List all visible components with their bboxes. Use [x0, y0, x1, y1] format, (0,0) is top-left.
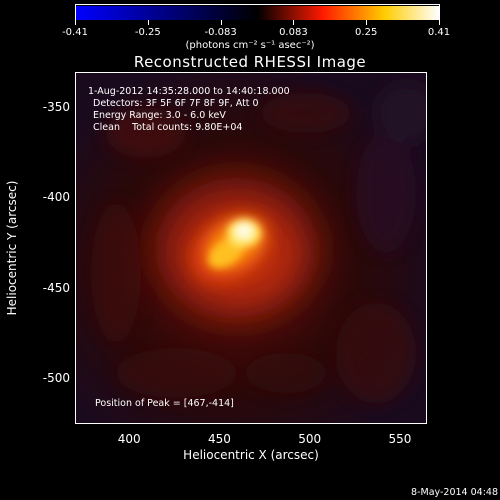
- colorbar-tick: [147, 20, 149, 25]
- clean-counts-label: Clean Total counts: 9.80E+04: [93, 122, 243, 133]
- colorbar-tick: [366, 20, 368, 25]
- rhessi-image-canvas: [76, 73, 426, 423]
- colorbar-tick-label: 0.083: [279, 27, 308, 38]
- flare-peak: [208, 219, 261, 269]
- colorbar-units: (photons cm⁻² s⁻¹ asec⁻²): [185, 40, 315, 51]
- y-tick-label: -350: [42, 100, 70, 115]
- energy-range-label: Energy Range: 3.0 - 6.0 keV: [93, 110, 226, 121]
- colorbar-tick: [293, 20, 295, 25]
- x-tick-label: 400: [117, 432, 141, 446]
- colorbar-tick-label: -0.25: [134, 27, 161, 38]
- colorbar-tick-label: 0.25: [355, 27, 378, 38]
- rhessi-image: [75, 72, 427, 424]
- peak-position-label: Position of Peak = [467,-414]: [95, 398, 234, 409]
- x-tick-label: 500: [298, 432, 322, 446]
- y-tick-label: -450: [42, 280, 70, 295]
- detectors-label: Detectors: 3F 5F 6F 7F 8F 9F, Att 0: [93, 98, 259, 109]
- background-structure: [91, 83, 426, 403]
- x-tick-label: 450: [207, 432, 231, 446]
- colorbar-tick-label: 0.41: [427, 27, 451, 38]
- colorbar-tick: [439, 20, 440, 25]
- colorbar-tick-label: -0.41: [62, 27, 88, 38]
- image-title: Reconstructed RHESSI Image: [133, 53, 367, 71]
- y-axis-title: Heliocentric Y (arcsec): [5, 180, 19, 316]
- colorbar-tick: [75, 20, 76, 25]
- colorbar: [75, 4, 440, 20]
- colorbar-tick-label: -0.083: [204, 27, 237, 38]
- y-tick-label: -400: [42, 190, 70, 205]
- colorbar-gradient: [76, 6, 439, 20]
- time-range-label: 1-Aug-2012 14:35:28.000 to 14:40:18.000: [88, 86, 290, 97]
- y-tick-label: -500: [42, 370, 70, 385]
- colorbar-tick: [220, 20, 222, 25]
- x-tick-label: 550: [388, 432, 412, 446]
- timestamp-footer: 8-May-2014 04:48: [411, 487, 498, 498]
- x-axis-title: Heliocentric X (arcsec): [183, 448, 319, 462]
